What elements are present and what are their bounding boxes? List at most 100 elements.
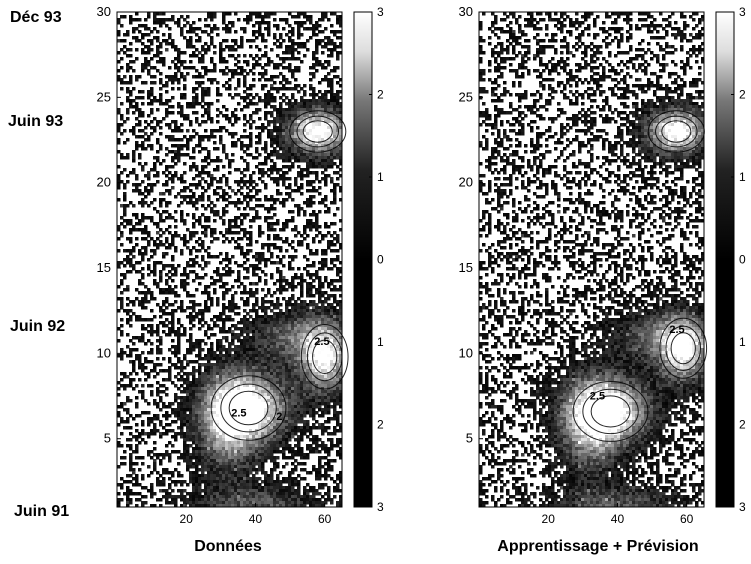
heatmap-cell [186,276,189,279]
heatmap-cell [246,369,249,372]
heatmap-cell [135,216,138,219]
heatmap-cell [252,180,255,183]
heatmap-cell [285,369,288,372]
heatmap-cell [222,369,225,372]
heatmap-cell [150,39,153,42]
heatmap-cell [243,84,246,87]
heatmap-cell [252,102,255,105]
heatmap-cell [189,393,192,396]
heatmap-cell [246,297,249,300]
heatmap-cell [117,339,120,342]
heatmap-cell [141,384,144,387]
heatmap-cell [300,117,303,120]
heatmap-cell [168,312,171,315]
heatmap-cell [321,177,324,180]
heatmap-cell [261,360,264,363]
heatmap-cell [231,69,234,72]
heatmap-cell [330,102,333,105]
heatmap-cell [240,222,243,225]
heatmap-cell [234,192,237,195]
heatmap-cell [267,129,270,132]
heatmap-cell [306,15,309,18]
heatmap-cell [228,30,231,33]
heatmap-cell [294,21,297,24]
heatmap-cell [261,33,264,36]
heatmap-cell [141,393,144,396]
heatmap-cell [303,93,306,96]
heatmap-cell [270,255,273,258]
heatmap-cell [273,306,276,309]
heatmap-cell [315,129,318,132]
heatmap-cell [276,45,279,48]
heatmap-cell [186,129,189,132]
heatmap-cell [144,366,147,369]
heatmap-cell [321,303,324,306]
heatmap-cell [276,132,279,135]
heatmap-cell [180,306,183,309]
heatmap-cell [219,54,222,57]
heatmap-cell [294,153,297,156]
heatmap-cell [192,318,195,321]
heatmap-cell [126,153,129,156]
heatmap-cell [213,255,216,258]
heatmap-cell [297,69,300,72]
heatmap-cell [120,156,123,159]
heatmap-cell [174,195,177,198]
heatmap-cell [168,369,171,372]
heatmap-cell [204,228,207,231]
heatmap-cell [237,180,240,183]
heatmap-cell [219,375,222,378]
heatmap-cell [243,54,246,57]
heatmap-cell [123,210,126,213]
heatmap-cell [186,351,189,354]
heatmap-cell [234,204,237,207]
heatmap-cell [201,198,204,201]
heatmap-cell [216,393,219,396]
heatmap-cell [309,204,312,207]
heatmap-cell [327,129,330,132]
heatmap-cell [318,210,321,213]
heatmap-cell [309,21,312,24]
heatmap-cell [231,333,234,336]
heatmap-cell [279,372,282,375]
heatmap-cell [213,384,216,387]
heatmap-cell [297,405,300,408]
heatmap-cell [267,354,270,357]
heatmap-cell [165,189,168,192]
heatmap-cell [309,201,312,204]
heatmap-cell [261,363,264,366]
heatmap-cell [228,345,231,348]
heatmap-cell [333,243,336,246]
heatmap-cell [123,129,126,132]
heatmap-cell [279,312,282,315]
heatmap-cell [267,336,270,339]
heatmap-cell [180,237,183,240]
heatmap-cell [222,408,225,411]
heatmap-cell [171,87,174,90]
heatmap-cell [183,330,186,333]
heatmap-cell [276,396,279,399]
heatmap-cell [243,234,246,237]
heatmap-cell [309,123,312,126]
heatmap-cell [201,195,204,198]
heatmap-cell [300,126,303,129]
heatmap-cell [264,162,267,165]
heatmap-cell [216,372,219,375]
heatmap-cell [189,300,192,303]
heatmap-cell [120,234,123,237]
heatmap-cell [225,330,228,333]
heatmap-cell [204,120,207,123]
heatmap-cell [147,51,150,54]
heatmap-cell [279,327,282,330]
heatmap-cell [255,258,258,261]
heatmap-cell [297,153,300,156]
heatmap-cell [126,303,129,306]
heatmap-cell [297,348,300,351]
heatmap-cell [288,57,291,60]
heatmap-cell [150,384,153,387]
heatmap-cell [168,33,171,36]
heatmap-cell [321,234,324,237]
heatmap-cell [165,387,168,390]
heatmap-cell [288,120,291,123]
heatmap-cell [210,159,213,162]
